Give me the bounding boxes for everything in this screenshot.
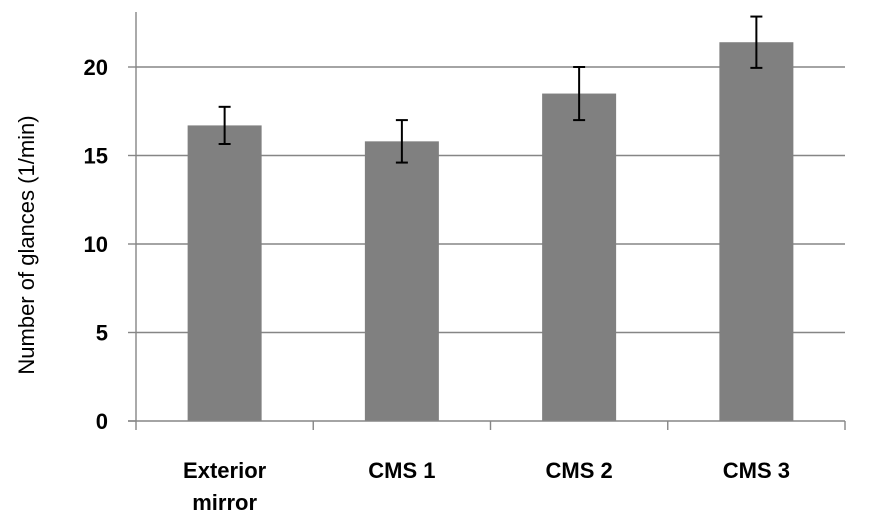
x-category-labels: Exterior mirror CMS 1 CMS 2 CMS 3 bbox=[183, 458, 790, 515]
y-tick-label: 0 bbox=[96, 409, 108, 434]
error-bars bbox=[218, 15, 763, 164]
y-tick-labels: 0 5 10 15 20 bbox=[84, 55, 108, 434]
x-category-label: Exterior bbox=[183, 458, 267, 483]
y-tick-label: 5 bbox=[96, 321, 108, 346]
y-axis-label: Number of glances (1/min) bbox=[14, 115, 39, 374]
bar bbox=[542, 93, 617, 422]
bar bbox=[719, 42, 794, 421]
bars bbox=[187, 42, 794, 422]
x-category-label: CMS 1 bbox=[368, 458, 435, 483]
x-category-label: mirror bbox=[192, 490, 257, 515]
x-category-label: CMS 2 bbox=[546, 458, 613, 483]
x-category-label: CMS 3 bbox=[723, 458, 790, 483]
y-tick-label: 10 bbox=[84, 232, 108, 257]
axes bbox=[128, 12, 846, 430]
bar bbox=[364, 141, 439, 421]
bar bbox=[187, 125, 262, 421]
y-tick-label: 20 bbox=[84, 55, 108, 80]
y-tick-label: 15 bbox=[84, 144, 108, 169]
